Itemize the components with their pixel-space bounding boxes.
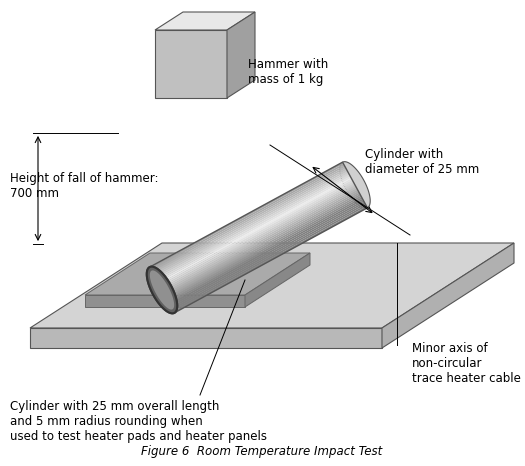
- Polygon shape: [160, 296, 175, 305]
- Polygon shape: [171, 202, 365, 308]
- Polygon shape: [150, 162, 343, 269]
- Polygon shape: [85, 295, 245, 307]
- Polygon shape: [147, 267, 177, 313]
- Polygon shape: [168, 196, 362, 302]
- Polygon shape: [153, 285, 172, 296]
- Text: Minor axis of
non-circular
trace heater cable: Minor axis of non-circular trace heater …: [412, 342, 521, 385]
- Polygon shape: [170, 308, 177, 313]
- Polygon shape: [227, 12, 255, 98]
- Polygon shape: [159, 179, 352, 286]
- Text: Height of fall of hammer:
700 mm: Height of fall of hammer: 700 mm: [10, 172, 159, 200]
- Polygon shape: [162, 185, 356, 292]
- Polygon shape: [173, 205, 366, 311]
- Polygon shape: [160, 180, 353, 287]
- Polygon shape: [162, 300, 177, 308]
- Polygon shape: [158, 178, 352, 284]
- Polygon shape: [154, 170, 348, 276]
- Polygon shape: [170, 200, 364, 307]
- Polygon shape: [155, 30, 227, 98]
- Polygon shape: [170, 199, 363, 305]
- Text: Figure 6  Room Temperature Impact Test: Figure 6 Room Temperature Impact Test: [141, 445, 383, 458]
- Polygon shape: [150, 164, 344, 270]
- Polygon shape: [161, 298, 176, 306]
- Polygon shape: [160, 182, 354, 288]
- Polygon shape: [165, 191, 359, 298]
- Text: Cylinder with 25 mm overall length
and 5 mm radius rounding when
used to test he: Cylinder with 25 mm overall length and 5…: [10, 400, 267, 443]
- Polygon shape: [154, 171, 349, 278]
- Polygon shape: [172, 203, 366, 310]
- Polygon shape: [167, 194, 361, 301]
- Polygon shape: [156, 174, 350, 281]
- Polygon shape: [152, 167, 346, 273]
- Polygon shape: [163, 186, 356, 293]
- Polygon shape: [155, 173, 349, 279]
- Polygon shape: [167, 306, 177, 312]
- Polygon shape: [169, 197, 362, 304]
- Polygon shape: [157, 176, 351, 282]
- Polygon shape: [158, 293, 175, 303]
- Polygon shape: [382, 243, 514, 348]
- Polygon shape: [153, 168, 346, 275]
- Polygon shape: [164, 190, 359, 296]
- Polygon shape: [166, 192, 360, 299]
- Text: Cylinder with
diameter of 25 mm: Cylinder with diameter of 25 mm: [365, 148, 479, 176]
- Polygon shape: [30, 243, 514, 328]
- Polygon shape: [155, 12, 255, 30]
- Polygon shape: [174, 206, 368, 313]
- Polygon shape: [155, 289, 173, 298]
- Polygon shape: [165, 303, 177, 311]
- Polygon shape: [30, 328, 382, 348]
- Polygon shape: [85, 253, 310, 295]
- Polygon shape: [161, 184, 355, 290]
- Polygon shape: [147, 267, 177, 313]
- Polygon shape: [340, 162, 370, 208]
- Polygon shape: [245, 253, 310, 307]
- Polygon shape: [164, 188, 358, 295]
- Polygon shape: [156, 291, 173, 300]
- Polygon shape: [151, 165, 345, 272]
- Text: Hammer with
mass of 1 kg: Hammer with mass of 1 kg: [248, 58, 328, 86]
- Polygon shape: [150, 270, 174, 309]
